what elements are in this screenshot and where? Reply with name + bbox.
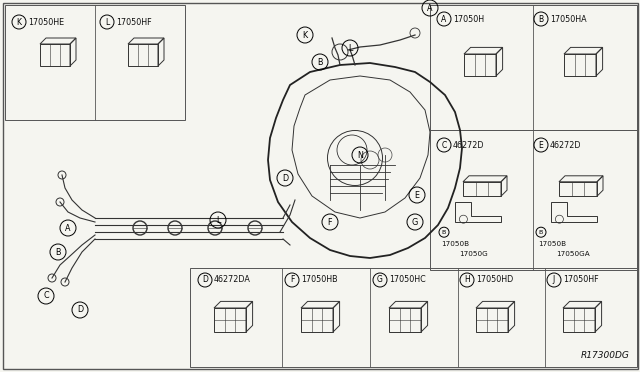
Text: 17050G: 17050G: [459, 251, 488, 257]
Text: B: B: [539, 230, 543, 235]
Text: 17050B: 17050B: [441, 241, 469, 247]
Bar: [430, 130, 637, 270]
Text: L: L: [348, 44, 352, 52]
Text: 17050HE: 17050HE: [28, 17, 64, 26]
Text: A: A: [65, 224, 71, 232]
Text: 17050H: 17050H: [453, 15, 484, 23]
Text: 17050HC: 17050HC: [389, 276, 426, 285]
Text: 17050HB: 17050HB: [301, 276, 338, 285]
Text: G: G: [377, 276, 383, 285]
Text: K: K: [303, 31, 308, 39]
Text: C: C: [43, 292, 49, 301]
Text: C: C: [442, 141, 447, 150]
Text: A: A: [428, 3, 433, 13]
Text: G: G: [412, 218, 418, 227]
Text: B: B: [442, 230, 446, 235]
Text: D: D: [77, 305, 83, 314]
Text: 17050HD: 17050HD: [476, 276, 513, 285]
Bar: [430, 5, 637, 130]
Text: H: H: [464, 276, 470, 285]
Bar: [190, 268, 637, 367]
Text: 17050B: 17050B: [538, 241, 566, 247]
Text: D: D: [282, 173, 288, 183]
Text: L: L: [216, 215, 220, 224]
Text: E: E: [539, 141, 543, 150]
Text: 17050HF: 17050HF: [563, 276, 598, 285]
Text: 17050GA: 17050GA: [556, 251, 589, 257]
Text: A: A: [442, 15, 447, 23]
Bar: [5, 5, 185, 120]
Text: 17050HA: 17050HA: [550, 15, 587, 23]
Text: R17300DG: R17300DG: [581, 351, 630, 360]
Text: B: B: [317, 58, 323, 67]
Text: 17050HF: 17050HF: [116, 17, 152, 26]
Text: D: D: [202, 276, 208, 285]
Text: L: L: [105, 17, 109, 26]
Text: B: B: [55, 247, 61, 257]
Text: K: K: [17, 17, 22, 26]
Text: 46272D: 46272D: [550, 141, 582, 150]
Text: J: J: [553, 276, 555, 285]
Text: 46272DA: 46272DA: [214, 276, 251, 285]
Text: B: B: [538, 15, 543, 23]
Text: F: F: [328, 218, 332, 227]
Text: E: E: [415, 190, 419, 199]
Text: 46272D: 46272D: [453, 141, 484, 150]
Text: N: N: [357, 151, 363, 160]
Text: F: F: [290, 276, 294, 285]
